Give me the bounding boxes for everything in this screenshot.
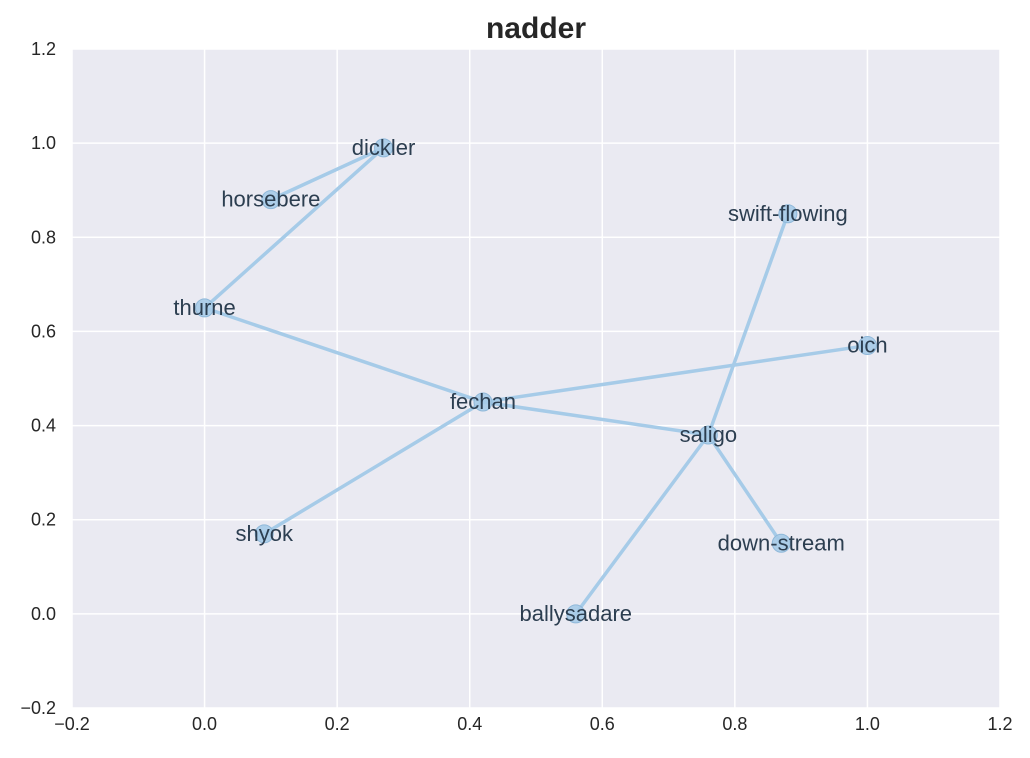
y-tick-label: 1.2 (31, 39, 56, 59)
node-oich (857, 336, 877, 356)
node-label-oich: oich (847, 333, 887, 358)
edges (202, 146, 870, 616)
node-label-fechan: fechan (450, 389, 516, 414)
x-tick-label: 0.0 (192, 714, 217, 734)
x-tick-label: 1.0 (855, 714, 880, 734)
y-tick-label: 0.2 (31, 510, 56, 530)
y-tick-label: 0.0 (31, 604, 56, 624)
edge-fechan-saligo (481, 400, 711, 437)
y-tick-label: 0.8 (31, 227, 56, 247)
x-tick-label: 0.2 (325, 714, 350, 734)
y-tick-label: −0.2 (20, 698, 56, 718)
y-tick-labels: −0.2 0.0 0.2 0.4 0.6 0.8 1.0 1.2 (20, 39, 56, 718)
node-label-ballysadare: ballysadare (520, 601, 633, 626)
edge-thurne-fechan (202, 306, 485, 404)
node-dickler (374, 138, 394, 158)
edge-fechan-shyok (262, 400, 485, 536)
chart-title: nadder (486, 12, 586, 45)
y-tick-label: 0.6 (31, 321, 56, 341)
node-label-swift-flowing: swift-flowing (728, 201, 848, 226)
node-fechan (473, 392, 493, 412)
node-swift-flowing (778, 204, 798, 224)
node-labels: dickler horsebere thurne swift-flowing oich f… (173, 135, 887, 626)
node-label-down-stream: down-stream (718, 530, 845, 555)
plot-area (72, 49, 1000, 708)
y-tick-label: 0.4 (31, 416, 56, 436)
x-tick-label: 0.4 (457, 714, 482, 734)
nodes (195, 138, 877, 624)
y-tick-label: 1.0 (31, 133, 56, 153)
node-label-shyok: shyok (235, 521, 293, 546)
edge-horsebere-dickler (269, 146, 386, 202)
node-saligo (698, 425, 718, 445)
node-label-dickler: dickler (352, 135, 416, 160)
edge-saligo-down-stream (706, 433, 784, 545)
node-label-thurne: thurne (173, 295, 235, 320)
node-thurne (195, 298, 215, 318)
x-tick-label: −0.2 (54, 714, 90, 734)
x-tick-label: 0.8 (722, 714, 747, 734)
x-tick-labels: −0.2 0.0 0.2 0.4 0.6 0.8 1.0 1.2 (54, 714, 1012, 734)
node-down-stream (771, 533, 791, 553)
grid (71, 48, 1001, 709)
edge-fechan-oich (481, 343, 870, 404)
node-label-saligo: saligo (680, 422, 737, 447)
edge-saligo-swift-flowing (706, 212, 790, 437)
node-label-horsebere: horsebere (221, 187, 320, 212)
node-shyok (254, 524, 274, 544)
x-tick-label: 0.6 (590, 714, 615, 734)
edge-saligo-ballysadare (574, 433, 711, 616)
x-tick-label: 1.2 (987, 714, 1012, 734)
node-horsebere (261, 190, 281, 210)
edge-dickler-thurne (202, 146, 386, 310)
node-ballysadare (566, 604, 586, 624)
